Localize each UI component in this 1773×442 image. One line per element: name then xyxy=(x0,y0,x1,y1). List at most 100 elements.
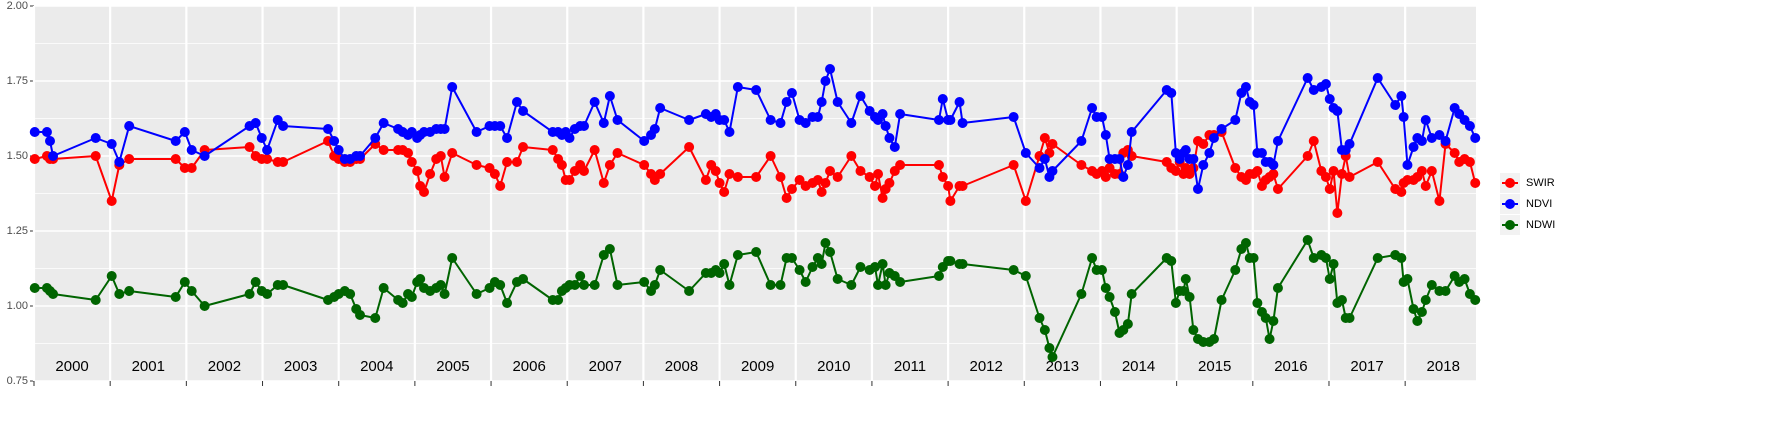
data-point xyxy=(598,118,609,128)
data-point xyxy=(1166,88,1177,98)
data-point xyxy=(1256,148,1267,158)
data-point xyxy=(262,289,273,299)
data-point xyxy=(1180,145,1191,155)
data-point xyxy=(170,154,181,164)
data-point xyxy=(649,280,660,290)
data-point xyxy=(502,298,513,308)
data-point xyxy=(751,247,762,257)
data-point xyxy=(869,181,880,191)
data-point xyxy=(1100,130,1111,140)
data-point xyxy=(564,133,575,143)
data-point xyxy=(41,127,52,137)
data-point xyxy=(1039,154,1050,164)
data-point xyxy=(1416,166,1427,176)
data-point xyxy=(639,277,650,287)
data-point xyxy=(1372,157,1383,167)
data-point xyxy=(812,175,823,185)
data-point xyxy=(877,193,888,203)
data-point xyxy=(873,280,884,290)
data-point xyxy=(278,280,289,290)
data-point xyxy=(1402,160,1413,170)
data-point xyxy=(1100,172,1111,182)
data-point xyxy=(511,157,522,167)
data-point xyxy=(719,187,730,197)
data-point xyxy=(1272,283,1283,293)
data-point xyxy=(1034,163,1045,173)
data-point xyxy=(1398,112,1409,122)
data-point xyxy=(937,172,948,182)
data-point xyxy=(556,160,567,170)
data-point xyxy=(29,283,40,293)
year-label: 2005 xyxy=(436,358,469,375)
legend-key-point xyxy=(1505,220,1515,230)
data-point xyxy=(612,280,623,290)
data-point xyxy=(1208,334,1219,344)
data-point xyxy=(471,127,482,137)
data-point xyxy=(1034,313,1045,323)
data-point xyxy=(832,172,843,182)
data-point xyxy=(1008,112,1019,122)
data-point xyxy=(684,115,695,125)
data-point xyxy=(775,280,786,290)
data-point xyxy=(1020,271,1031,281)
series xyxy=(29,64,1481,194)
data-point xyxy=(781,193,792,203)
data-point xyxy=(820,178,831,188)
data-point xyxy=(124,121,135,131)
data-point xyxy=(895,277,906,287)
data-point xyxy=(751,172,762,182)
data-point xyxy=(786,253,797,263)
data-point xyxy=(489,169,500,179)
data-point xyxy=(412,166,423,176)
data-point xyxy=(1408,142,1419,152)
data-point xyxy=(578,166,589,176)
data-point xyxy=(1336,169,1347,179)
data-point xyxy=(895,109,906,119)
data-point xyxy=(323,124,334,134)
data-point xyxy=(179,163,190,173)
data-point xyxy=(1260,313,1271,323)
data-point xyxy=(1188,154,1199,164)
data-point xyxy=(1272,136,1283,146)
data-point xyxy=(406,292,417,302)
series xyxy=(29,235,1481,362)
data-point xyxy=(649,124,660,134)
data-point xyxy=(719,115,730,125)
data-point xyxy=(589,145,600,155)
data-point xyxy=(700,175,711,185)
data-point xyxy=(518,274,529,284)
data-point xyxy=(355,310,366,320)
year-label: 2017 xyxy=(1350,358,1383,375)
data-point xyxy=(794,265,805,275)
data-point xyxy=(598,250,609,260)
legend-label: NDVI xyxy=(1526,198,1552,210)
data-point xyxy=(278,157,289,167)
y-tick-label: 0.75 xyxy=(7,375,28,387)
data-point xyxy=(943,181,954,191)
data-point xyxy=(1320,172,1331,182)
data-point xyxy=(439,172,450,182)
data-point xyxy=(807,262,818,272)
data-point xyxy=(1328,259,1339,269)
data-point xyxy=(1170,166,1181,176)
data-point xyxy=(1308,85,1319,95)
data-point xyxy=(1440,286,1451,296)
data-point xyxy=(816,187,827,197)
data-point xyxy=(569,280,580,290)
data-point xyxy=(564,175,575,185)
data-point xyxy=(1039,133,1050,143)
data-point xyxy=(855,262,866,272)
data-point xyxy=(1170,298,1181,308)
year-label: 2016 xyxy=(1274,358,1307,375)
data-point xyxy=(710,166,721,176)
data-point xyxy=(495,121,506,131)
data-point xyxy=(724,280,735,290)
data-point xyxy=(502,157,513,167)
data-point xyxy=(877,109,888,119)
data-point xyxy=(1396,253,1407,263)
data-point xyxy=(800,118,811,128)
data-point xyxy=(1302,151,1313,161)
data-point xyxy=(933,271,944,281)
data-point xyxy=(639,136,650,146)
data-point xyxy=(256,133,267,143)
